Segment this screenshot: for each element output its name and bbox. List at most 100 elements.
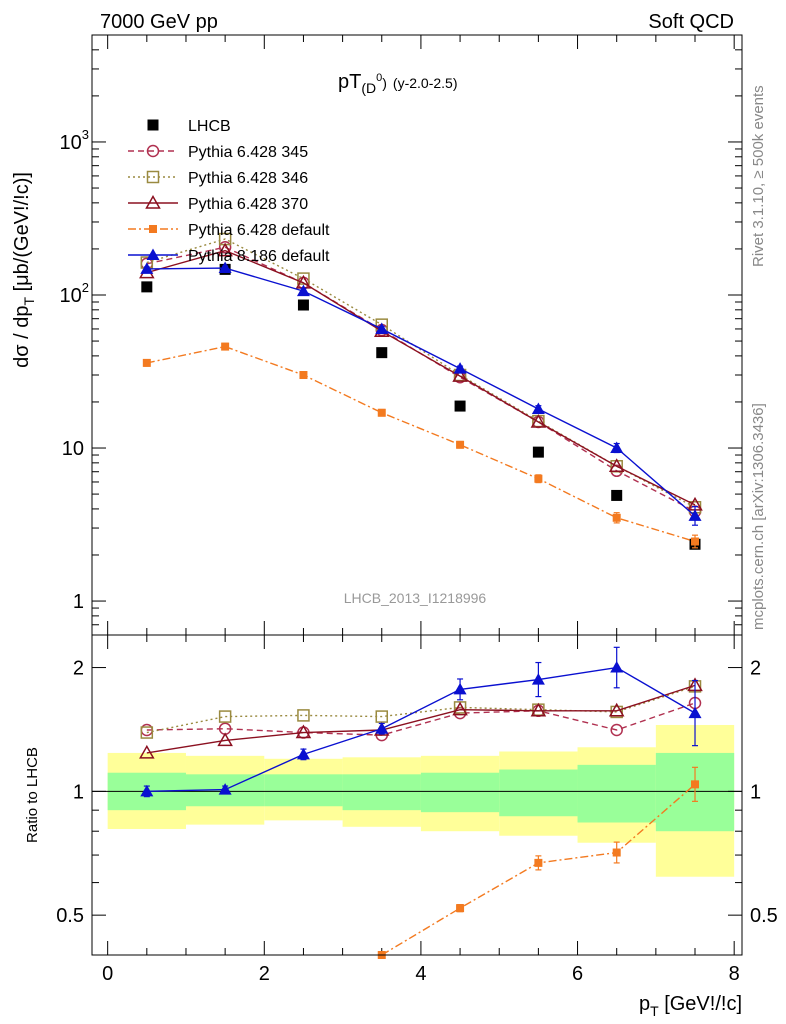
data-point [531, 673, 545, 685]
header-right: Soft QCD [648, 11, 734, 33]
data-point [296, 284, 310, 297]
legend-label: Pythia 6.428 370 [188, 196, 308, 213]
title-range: (y-2.0-2.5) [393, 75, 458, 91]
data-point [453, 362, 467, 374]
legend-label: Pythia 6.428 default [188, 222, 330, 239]
rivet-version: Rivet 3.1.10, ≥ 500k events [750, 85, 767, 267]
data-point [454, 400, 466, 412]
data-point [531, 402, 545, 414]
x-tick-label: 2 [259, 963, 270, 985]
data-point [611, 489, 623, 501]
data-point [534, 858, 543, 867]
legend-marker [146, 170, 160, 184]
series-line [146, 685, 696, 734]
data-point [456, 904, 465, 913]
ratio-y-label: Ratio to LHCB [24, 747, 41, 843]
main-series-layer [139, 232, 703, 550]
green-band [499, 769, 578, 817]
title-close: ) [382, 75, 387, 91]
data-point [530, 413, 547, 428]
data-point [299, 371, 308, 380]
data-point [221, 342, 230, 351]
legend-label: Pythia 6.428 346 [188, 170, 308, 187]
x-tick-labels: 0 2 4 6 8 [102, 963, 740, 985]
series-line [146, 666, 696, 793]
legend-entry: LHCB [147, 118, 231, 135]
y-tick-label-right: 1 [750, 781, 761, 803]
y-tick-label-right: 0.5 [750, 905, 778, 927]
series-line [146, 345, 696, 543]
ratio-y-tick-labels: 0.5 0.5 1 1 2 2 [56, 658, 778, 928]
series-pythia-6-428-default [377, 766, 700, 959]
legend-marker [149, 225, 157, 233]
data-point [140, 262, 154, 274]
ratio-panel: 0.5 0.5 1 1 2 2 0 2 4 6 8 Ratio to LHCB pT [GeV!/… [24, 634, 778, 1019]
data-point [297, 272, 310, 285]
data-point [612, 848, 621, 857]
data-point [452, 701, 468, 716]
legend-marker [147, 119, 159, 131]
y-tick-label: 103 [60, 127, 89, 154]
y-tick-label: 0.5 [56, 905, 84, 927]
green-band [264, 774, 343, 807]
data-point [376, 347, 388, 359]
data-point [296, 747, 310, 760]
legend-entry: Pythia 6.428 345 [128, 144, 308, 161]
data-point [610, 723, 623, 737]
data-point [140, 726, 154, 739]
data-point [375, 722, 389, 734]
legend-entry: Pythia 6.428 346 [128, 170, 308, 187]
data-point [452, 368, 468, 382]
data-point [217, 242, 233, 257]
green-band [420, 772, 500, 813]
legend-marker [146, 144, 160, 158]
series-line [146, 267, 696, 517]
data-point [139, 744, 155, 759]
data-point [142, 358, 151, 367]
series-pythia-6-428-370 [139, 677, 703, 759]
title-sup: 0 [376, 72, 382, 84]
y-tick-label: 2 [73, 658, 84, 680]
data-point [456, 440, 465, 449]
green-band [342, 774, 421, 811]
data-point [688, 706, 702, 719]
data-point [610, 661, 624, 673]
legend-label: LHCB [188, 118, 231, 135]
data-point [375, 322, 389, 334]
main-ticks [92, 34, 742, 636]
plot-title: pT(D0) (y-2.0-2.5) [338, 71, 458, 96]
data-point [534, 474, 543, 483]
legend-label: Pythia 6.428 345 [188, 144, 308, 161]
legend: LHCB Pythia 6.428 345 Pythia 6.428 346 Pyth… [128, 118, 330, 265]
data-point [140, 784, 154, 797]
title-main: pT [338, 71, 361, 93]
ratio-uncertainty-bands [107, 724, 735, 877]
main-y-tick-labels: 1 10 102 103 [60, 127, 89, 613]
x-tick-label: 6 [572, 963, 583, 985]
y-tick-label-right: 2 [750, 658, 761, 680]
y-tick-label: 102 [60, 280, 89, 307]
series-pythia-8-186-default [140, 646, 702, 798]
data-point [688, 509, 702, 521]
data-point [295, 724, 312, 739]
ratio-ticks [92, 635, 742, 956]
legend-entry: Pythia 8.186 default [128, 248, 330, 265]
y-tick-label: 1 [73, 781, 84, 803]
series-line [146, 684, 696, 754]
x-axis-label: pT [GeV!/!c] [639, 993, 742, 1019]
data-point [218, 241, 232, 254]
x-tick-label: 8 [729, 963, 740, 985]
data-point [218, 261, 232, 274]
y-tick-label: 10 [62, 438, 84, 460]
data-point [612, 513, 621, 522]
data-point [691, 537, 700, 546]
x-tick-label: 0 [102, 963, 113, 985]
data-point [141, 281, 153, 293]
green-band [577, 764, 656, 823]
series-pythia-8-186-default [140, 261, 702, 526]
data-point [297, 299, 309, 311]
main-y-label: dσ / dpT [μb/(GeV!/!c)] [11, 172, 37, 368]
series-pythia-6-428-370 [139, 242, 703, 511]
data-point [530, 702, 547, 717]
